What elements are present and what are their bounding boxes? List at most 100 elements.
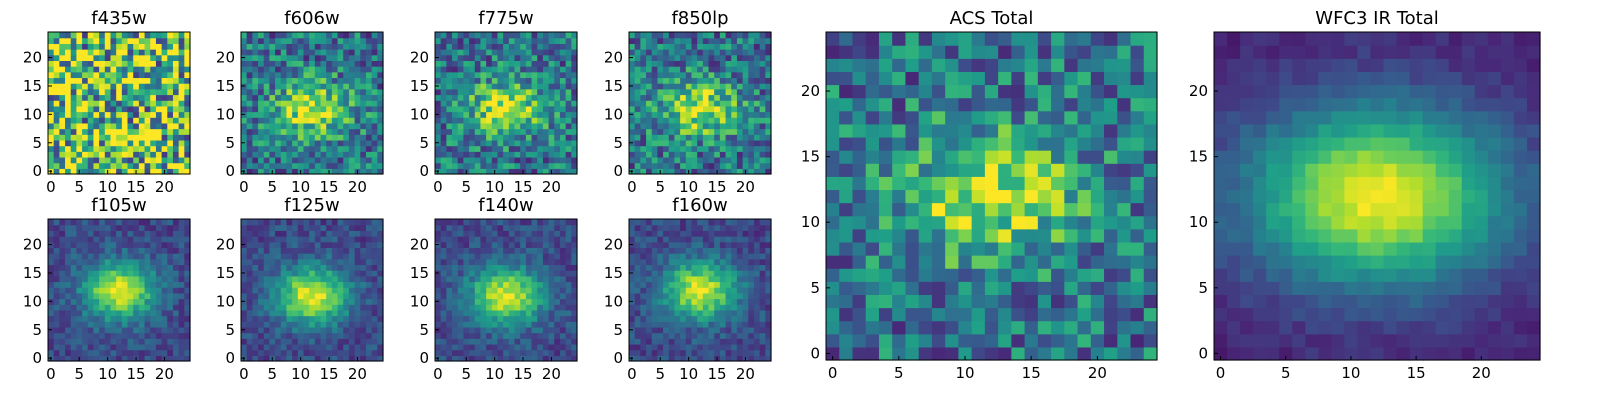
heatmap-cell — [634, 49, 641, 56]
heatmap-cell — [76, 71, 83, 79]
heatmap-cell — [258, 264, 265, 271]
heatmap-cell — [474, 128, 482, 135]
heatmap-cell — [680, 264, 687, 271]
heatmap-cell — [292, 236, 299, 243]
heatmap-cell — [286, 343, 293, 351]
heatmap-cell — [469, 134, 476, 141]
heatmap-cell — [252, 54, 259, 61]
heatmap-cell — [542, 270, 550, 277]
heatmap-cell — [668, 162, 676, 169]
x-tick-label: 5 — [267, 178, 277, 196]
heatmap-cell — [286, 105, 293, 113]
heatmap-cell — [121, 32, 129, 39]
heatmap-cell — [258, 326, 265, 334]
heatmap-cell — [121, 83, 129, 90]
heatmap-cell — [320, 94, 327, 101]
heatmap-cell — [167, 264, 174, 271]
heatmap-cell — [491, 332, 499, 339]
heatmap-cell — [326, 117, 333, 124]
heatmap-cell — [765, 71, 772, 79]
heatmap-cell — [685, 66, 693, 73]
heatmap-cell — [172, 309, 180, 317]
heatmap-cell — [554, 151, 561, 158]
heatmap-cell — [133, 270, 140, 277]
heatmap-cell — [503, 139, 510, 147]
heatmap-cell — [440, 292, 447, 300]
heatmap-cell — [263, 151, 270, 158]
heatmap-cell — [59, 309, 66, 317]
heatmap-cell — [503, 332, 510, 339]
heatmap-cell — [297, 264, 305, 271]
heatmap-cell — [474, 298, 482, 305]
heatmap-cell — [640, 83, 647, 90]
heatmap-cell — [65, 309, 72, 317]
heatmap-cell — [640, 270, 647, 277]
heatmap-cell — [292, 349, 299, 356]
heatmap-cell — [657, 111, 664, 118]
heatmap-cell — [674, 122, 681, 130]
heatmap-cell — [309, 100, 316, 107]
heatmap-cell — [337, 49, 344, 56]
heatmap-cell — [314, 292, 322, 300]
heatmap-cell — [172, 60, 180, 67]
heatmap-cell — [514, 298, 521, 305]
heatmap-cell — [486, 275, 493, 283]
y-tick-label: 10 — [216, 105, 235, 123]
heatmap-cell — [150, 168, 157, 175]
heatmap-cell — [365, 304, 373, 311]
heatmap-cell — [742, 71, 749, 79]
heatmap-cell — [309, 60, 316, 67]
heatmap-cell — [178, 32, 185, 39]
heatmap-cell — [646, 264, 653, 271]
heatmap-cell — [348, 247, 356, 254]
heatmap-cell — [463, 151, 470, 158]
heatmap-cell — [452, 281, 459, 288]
heatmap-cell — [542, 162, 550, 169]
heatmap-cell — [446, 71, 453, 79]
heatmap-cell — [748, 258, 755, 266]
heatmap-cell — [554, 355, 561, 362]
heatmap-cell — [497, 321, 504, 328]
heatmap-cell — [70, 253, 77, 260]
heatmap-cell — [53, 66, 60, 73]
heatmap-cell — [714, 338, 721, 345]
heatmap-cell — [440, 230, 447, 237]
heatmap-cell — [657, 32, 664, 39]
heatmap-cell — [520, 117, 527, 124]
x-tick-label: 20 — [155, 178, 174, 196]
heatmap-cell — [116, 37, 123, 44]
heatmap-cell — [508, 304, 516, 311]
heatmap-cell — [331, 349, 339, 356]
heatmap-cell — [87, 122, 95, 130]
heatmap-cell — [537, 60, 544, 67]
heatmap-cell — [668, 37, 676, 44]
heatmap-cell — [640, 321, 647, 328]
heatmap-cell — [292, 343, 299, 351]
heatmap-cell — [138, 236, 146, 243]
heatmap-cell — [742, 264, 749, 271]
heatmap-cell — [184, 151, 191, 158]
heatmap-cell — [651, 321, 658, 328]
heatmap-cell — [559, 162, 567, 169]
heatmap-cell — [629, 37, 636, 44]
heatmap-cell — [303, 343, 310, 351]
heatmap-cell — [360, 88, 367, 96]
heatmap-cell — [629, 338, 636, 345]
heatmap-cell — [542, 77, 550, 84]
heatmap-cell — [133, 230, 140, 237]
heatmap-cell — [748, 77, 755, 84]
heatmap-cell — [133, 105, 140, 113]
heatmap-cell — [759, 309, 766, 317]
heatmap-cell — [469, 355, 476, 362]
heatmap-cell — [725, 343, 732, 351]
heatmap-cell — [53, 156, 60, 164]
heatmap-cell — [326, 88, 333, 96]
heatmap-cell — [155, 270, 163, 277]
heatmap-cell — [651, 162, 658, 169]
heatmap-cell — [48, 49, 55, 56]
heatmap-cell — [514, 281, 521, 288]
heatmap-cell — [646, 270, 653, 277]
heatmap-cell — [503, 264, 510, 271]
heatmap-cell — [680, 281, 687, 288]
